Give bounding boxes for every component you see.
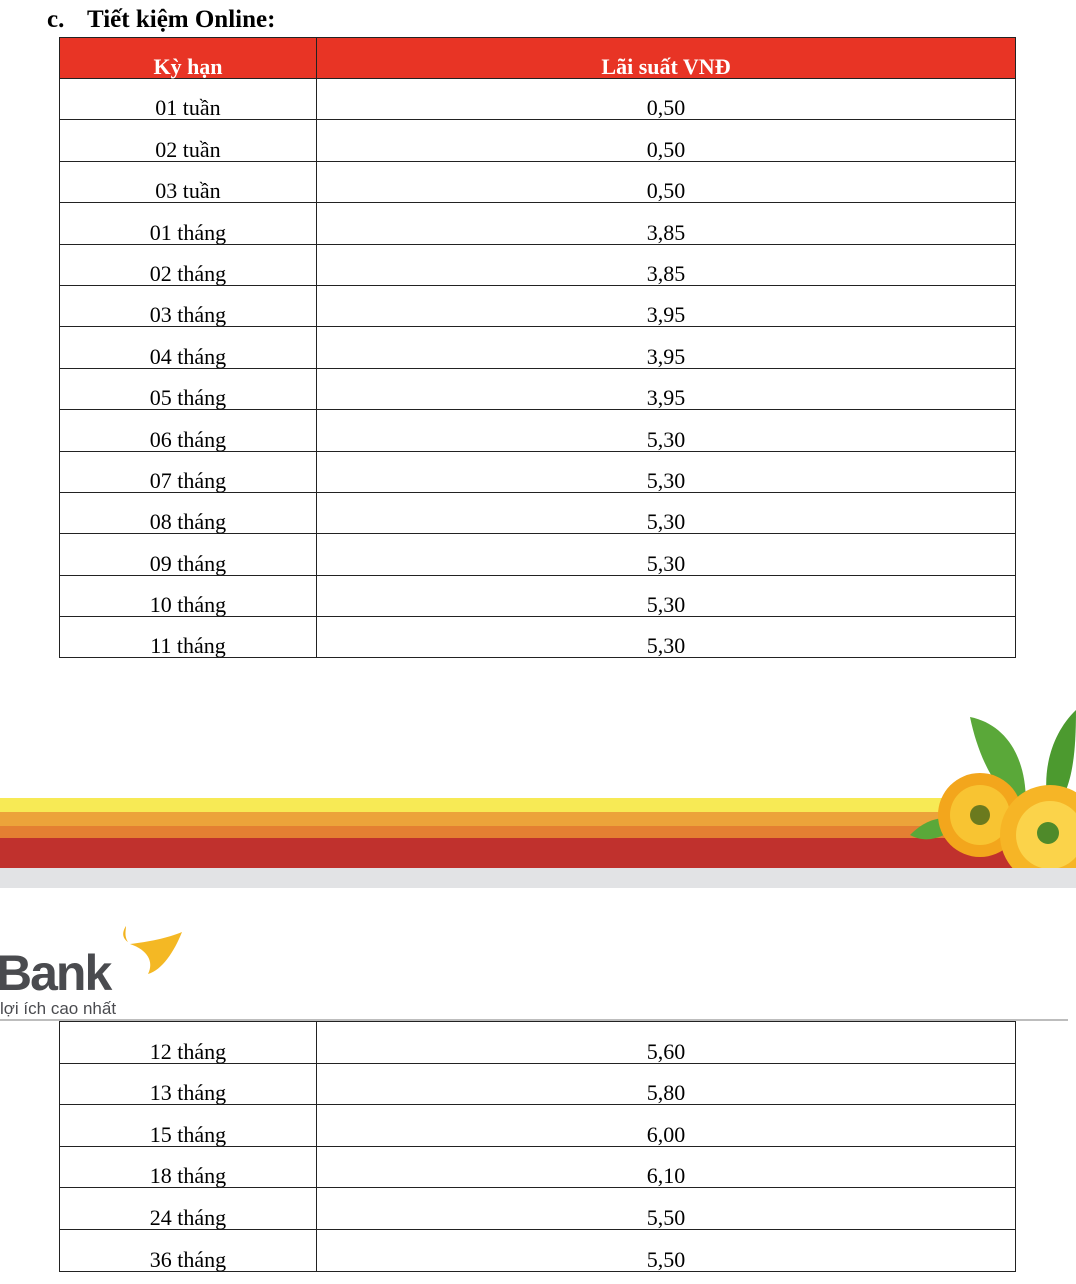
rate-cell: 5,30 <box>316 616 1016 659</box>
rate-cell: 5,50 <box>316 1187 1016 1230</box>
table-row: 05 tháng 3,95 <box>59 367 1016 411</box>
rate-cell: 5,30 <box>316 574 1016 618</box>
table-row: 15 tháng 6,00 <box>59 1104 1016 1147</box>
term-cell: 01 tuần <box>59 77 317 121</box>
banner-grey-band <box>0 868 1076 888</box>
logo-swoosh-icon <box>123 926 182 974</box>
term-cell: 11 tháng <box>59 616 317 659</box>
table-row: 07 tháng 5,30 <box>59 450 1016 493</box>
rate-cell: 5,30 <box>316 491 1016 535</box>
flower-decoration-icon <box>910 710 1076 868</box>
rate-cell: 5,30 <box>316 450 1016 493</box>
table-row: 18 tháng 6,10 <box>59 1145 1016 1189</box>
rate-cell: 3,95 <box>316 284 1016 328</box>
table-row: 06 tháng 5,30 <box>59 409 1016 452</box>
banner-light-orange-band <box>0 812 1076 826</box>
table-row: 01 tháng 3,85 <box>59 202 1016 245</box>
rates-table-2: 12 tháng 5,60 13 tháng 5,80 15 tháng 6,00 18 t… <box>59 1021 1016 1272</box>
table-row: 11 tháng 5,30 <box>59 616 1016 659</box>
rate-cell: 0,50 <box>316 77 1016 121</box>
rate-cell: 6,10 <box>316 1145 1016 1189</box>
table-row: 08 tháng 5,30 <box>59 491 1016 535</box>
term-cell: 08 tháng <box>59 491 317 535</box>
term-cell: 07 tháng <box>59 450 317 493</box>
rate-cell: 3,95 <box>316 367 1016 411</box>
section-title-text: Tiết kiệm Online: <box>87 6 276 33</box>
rates-table-1: Kỳ hạn Lãi suất VNĐ 01 tuần 0,50 02 tuần 0,… <box>59 37 1016 659</box>
rate-cell: 0,50 <box>316 160 1016 204</box>
table-row: 13 tháng 5,80 <box>59 1062 1016 1106</box>
table-header-row: Kỳ hạn Lãi suất VNĐ <box>59 37 1016 79</box>
term-cell: 04 tháng <box>59 326 317 369</box>
bank-logo: Bank <box>0 945 112 1001</box>
term-cell: 02 tuần <box>59 119 317 162</box>
table-row: 03 tháng 3,95 <box>59 284 1016 328</box>
term-cell: 13 tháng <box>59 1062 317 1106</box>
term-cell: 09 tháng <box>59 533 317 576</box>
rate-cell: 3,85 <box>316 243 1016 286</box>
table-row: 36 tháng 5,50 <box>59 1228 1016 1272</box>
banner-yellow-band <box>0 798 1076 812</box>
rate-cell: 5,80 <box>316 1062 1016 1106</box>
rate-cell: 5,30 <box>316 533 1016 576</box>
rate-cell: 5,50 <box>316 1228 1016 1272</box>
term-cell: 01 tháng <box>59 202 317 245</box>
table-row: 10 tháng 5,30 <box>59 574 1016 618</box>
term-cell: 18 tháng <box>59 1145 317 1189</box>
header-term: Kỳ hạn <box>59 37 317 79</box>
table-row: 12 tháng 5,60 <box>59 1021 1016 1064</box>
table-row: 24 tháng 5,50 <box>59 1187 1016 1230</box>
term-cell: 24 tháng <box>59 1187 317 1230</box>
rate-cell: 3,85 <box>316 202 1016 245</box>
header-separator <box>0 1019 1068 1021</box>
term-cell: 03 tháng <box>59 284 317 328</box>
term-cell: 10 tháng <box>59 574 317 618</box>
banner-red-band <box>0 838 1076 868</box>
table-row: 09 tháng 5,30 <box>59 533 1016 576</box>
term-cell: 05 tháng <box>59 367 317 411</box>
term-cell: 15 tháng <box>59 1104 317 1147</box>
term-cell: 02 tháng <box>59 243 317 286</box>
term-cell: 12 tháng <box>59 1021 317 1064</box>
rate-cell: 0,50 <box>316 119 1016 162</box>
rate-cell: 5,60 <box>316 1021 1016 1064</box>
rate-cell: 3,95 <box>316 326 1016 369</box>
table-row: 03 tuần 0,50 <box>59 160 1016 204</box>
term-cell: 06 tháng <box>59 409 317 452</box>
table-row: 04 tháng 3,95 <box>59 326 1016 369</box>
table-row: 02 tuần 0,50 <box>59 119 1016 162</box>
logo-tagline: lợi ích cao nhất <box>0 999 117 1018</box>
rate-cell: 6,00 <box>316 1104 1016 1147</box>
table-row: 01 tuần 0,50 <box>59 77 1016 121</box>
banner-orange-band <box>0 826 1076 839</box>
table-row: 02 tháng 3,85 <box>59 243 1016 286</box>
section-title: c. Tiết kiệm Online: <box>47 6 275 34</box>
term-cell: 03 tuần <box>59 160 317 204</box>
section-number: c. <box>47 6 65 33</box>
rate-cell: 5,30 <box>316 409 1016 452</box>
term-cell: 36 tháng <box>59 1228 317 1272</box>
header-rate: Lãi suất VNĐ <box>316 37 1016 79</box>
